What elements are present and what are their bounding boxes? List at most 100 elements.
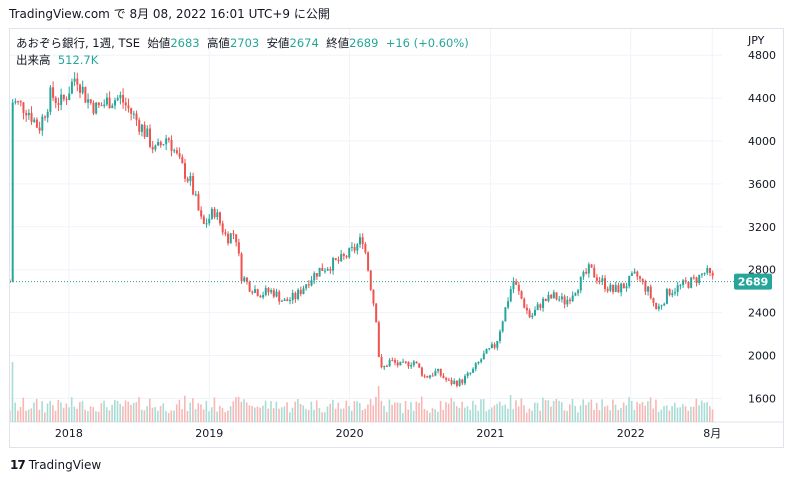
volume-bar (132, 403, 135, 422)
candle-body (550, 294, 553, 299)
y-tick-label: 4000 (748, 135, 776, 148)
volume-bar (124, 400, 127, 422)
volume-bar (240, 401, 243, 422)
candle-body (350, 246, 353, 248)
volume-bar (146, 406, 148, 422)
volume-bar (415, 401, 418, 422)
candle-body (27, 112, 30, 116)
candle-body (124, 102, 127, 106)
candle-body (202, 216, 205, 224)
volume-bar (326, 406, 329, 422)
volume-bar (342, 408, 345, 422)
candle-body (361, 237, 364, 245)
candle-body (205, 223, 208, 225)
low-label: 安値 (266, 36, 290, 50)
volume-bar (412, 410, 415, 422)
volume-bar (709, 406, 711, 422)
high-value: 2703 (229, 36, 260, 50)
volume-bar (391, 404, 393, 422)
volume-bar (25, 410, 27, 422)
candle-body (455, 380, 458, 386)
candle-body (630, 273, 633, 276)
candle-body (477, 362, 480, 364)
volume-bar (380, 400, 383, 422)
candle-body (674, 292, 676, 294)
candle-body (464, 376, 466, 384)
candle-body (248, 281, 251, 292)
candle-body (609, 284, 612, 291)
candle-body (517, 284, 520, 292)
volume-bar (151, 407, 154, 422)
candle-body (369, 270, 372, 290)
candle-body (189, 176, 192, 182)
volume-bar (138, 396, 140, 422)
candle-body (194, 194, 197, 196)
candle-body (275, 291, 278, 297)
x-tick-label: 2020 (336, 427, 364, 440)
volume-bar (313, 409, 315, 422)
volume-bar (512, 409, 515, 422)
volume-bar (200, 404, 202, 422)
volume-bar (455, 406, 458, 422)
volume-bar (585, 405, 587, 422)
volume-bar (57, 399, 60, 422)
candle-body (582, 271, 585, 277)
volume-bar (515, 400, 517, 422)
candle-body (157, 141, 160, 146)
candle-body (92, 102, 95, 114)
volume-bar (593, 409, 595, 422)
candle-body (79, 84, 81, 93)
volume-bar (558, 400, 560, 422)
volume-value: 512.7K (57, 53, 99, 67)
candle-body (22, 102, 25, 113)
volume-bar (159, 405, 162, 422)
candle-body (423, 375, 426, 377)
candle-body (192, 176, 195, 195)
candle-body (73, 78, 76, 82)
volume-bar (297, 398, 299, 422)
volume-bar (606, 405, 609, 422)
x-tick-label: 2019 (195, 427, 223, 440)
candle-body (342, 254, 345, 257)
candle-body (348, 247, 351, 258)
volume-bar (184, 395, 186, 422)
candle-body (119, 95, 122, 99)
candle-body (84, 86, 87, 103)
candle-body (647, 286, 650, 292)
candle-body (665, 289, 668, 304)
candle-body (334, 258, 337, 260)
last-price-label: 2689 (738, 276, 769, 289)
volume-bar (267, 408, 270, 422)
candle-body (324, 270, 326, 272)
volume-bar (595, 402, 598, 422)
candle-body (294, 293, 297, 300)
y-tick-label: 3200 (748, 221, 776, 234)
volume-bar (149, 398, 151, 422)
volume-bar (563, 410, 566, 422)
volume-bar (577, 412, 579, 422)
candle-body (641, 278, 644, 282)
volume-bar (539, 410, 541, 422)
volume-bar (38, 409, 41, 422)
candle-body (404, 361, 407, 363)
volume-bar (54, 410, 57, 422)
candle-body (574, 293, 577, 296)
volume-bar (208, 411, 210, 422)
volume-bar (259, 407, 261, 422)
volume-bar (587, 402, 590, 422)
volume-bar (248, 405, 251, 422)
volume-bar (46, 403, 49, 422)
volume-bar (197, 403, 200, 422)
candle-body (482, 353, 485, 360)
candle-body (418, 363, 421, 368)
volume-bar (270, 400, 272, 422)
candle-body (297, 289, 300, 300)
volume-bar (711, 409, 714, 422)
volume-bar (372, 405, 375, 422)
brand-name: TradingView (28, 458, 102, 472)
volume-bar (617, 410, 620, 422)
candle-body (531, 315, 534, 318)
candle-body (213, 208, 216, 218)
candle-body (44, 116, 46, 118)
